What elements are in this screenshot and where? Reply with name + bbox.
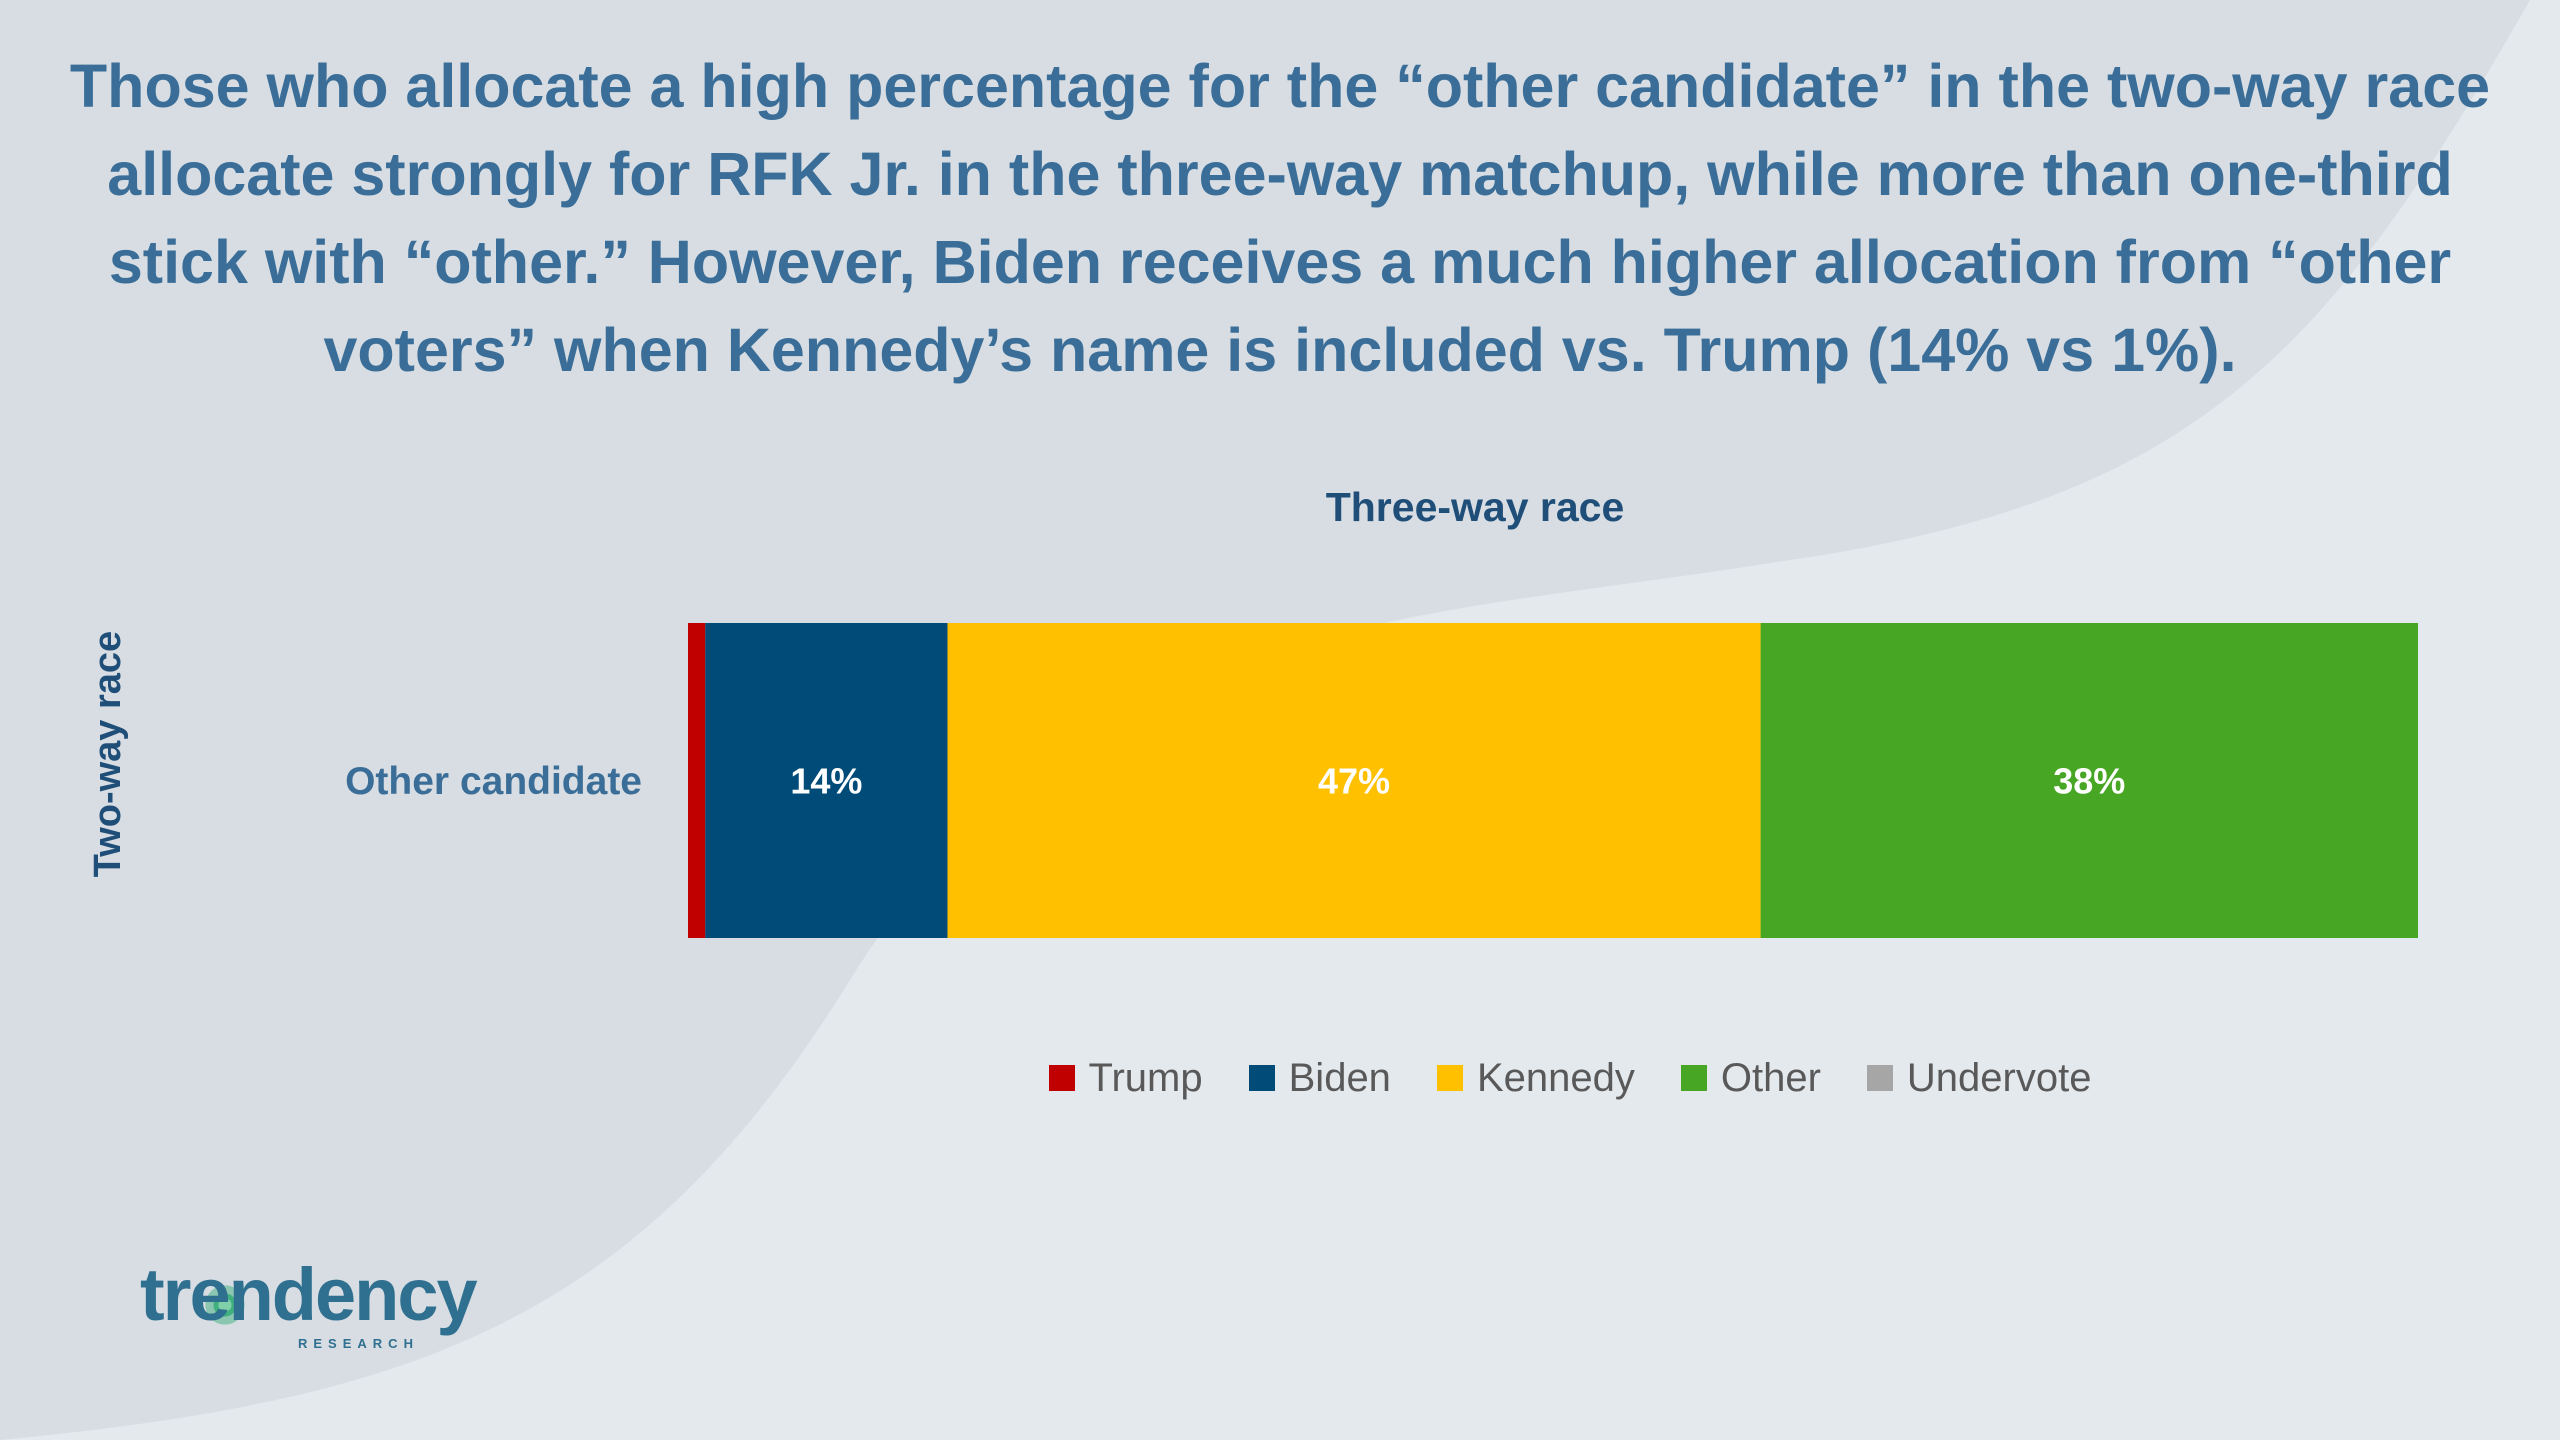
bar-segment-other: [1760, 623, 2418, 938]
legend-label-biden: Biden: [1288, 1056, 1391, 1100]
legend-swatch-trump: [1048, 1065, 1075, 1091]
legend-item-other: Other: [1680, 1048, 1821, 1108]
legend-label-trump: Trump: [1088, 1056, 1203, 1100]
data-label-other: 38%: [2053, 761, 2125, 802]
logo-subtitle: RESEARCH: [298, 1336, 419, 1351]
legend-label-undervote: Undervote: [1906, 1056, 2092, 1100]
legend-label-kennedy: Kennedy: [1476, 1056, 1635, 1100]
headline: Those who allocate a high percentage for…: [69, 52, 2491, 384]
legend-swatch-other: [1680, 1065, 1707, 1091]
legend-item-kennedy: Kennedy: [1436, 1048, 1635, 1108]
bar-segment-trump: [688, 623, 706, 938]
logo-wordmark: trendency: [140, 1253, 478, 1336]
legend-item-biden: Biden: [1248, 1048, 1391, 1108]
data-label-biden: 14%: [790, 761, 862, 802]
bar-segment-kennedy: [947, 623, 1761, 938]
category-label: Other candidate: [345, 760, 642, 803]
chart-title: Three-way race: [1325, 484, 1625, 530]
legend-swatch-kennedy: [1436, 1065, 1463, 1091]
legend-item-trump: Trump: [1048, 1048, 1203, 1108]
legend-item-undervote: Undervote: [1866, 1048, 2092, 1108]
logo-mark-icon: [200, 1280, 250, 1330]
data-label-kennedy: 47%: [1318, 761, 1390, 802]
legend-label-other: Other: [1720, 1056, 1821, 1100]
legend: Trump Biden Kennedy Other Undervote: [980, 1048, 2160, 1108]
legend-swatch-biden: [1248, 1065, 1275, 1091]
bar-segment-biden: [705, 623, 948, 938]
legend-swatch-undervote: [1866, 1065, 1893, 1091]
trendency-logo: trendency RESEARCH: [140, 1250, 490, 1360]
